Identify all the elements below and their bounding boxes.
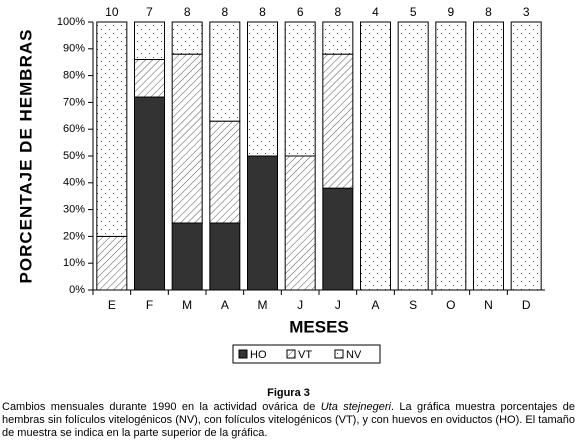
- sample-size: 8: [334, 5, 341, 19]
- y-tick-label: 10%: [63, 257, 85, 269]
- y-axis-title: PORCENTAJE DE HEMBRAS: [16, 29, 35, 284]
- bar-segment: [284, 21, 316, 157]
- bar-segment: [171, 21, 203, 55]
- bar-segment: [473, 21, 504, 291]
- x-tick-label: J: [335, 298, 341, 312]
- x-tick-label: M: [258, 298, 268, 312]
- sample-size: 9: [447, 5, 454, 19]
- x-tick-label: O: [446, 298, 455, 312]
- sample-size: 8: [259, 5, 266, 19]
- x-axis-title: MESES: [289, 317, 349, 336]
- bar-segment: [96, 235, 128, 291]
- x-tick-label: N: [484, 298, 493, 312]
- y-tick-label: 20%: [63, 230, 85, 242]
- x-tick-label: A: [371, 298, 379, 312]
- sample-size: 8: [485, 5, 492, 19]
- legend-swatch: [334, 349, 344, 359]
- x-tick-label: A: [221, 298, 229, 312]
- bar-segment: [247, 155, 278, 291]
- sample-size: 10: [105, 5, 119, 19]
- bar-segment: [209, 120, 241, 224]
- sample-size: 6: [297, 5, 304, 19]
- bar-segment: [209, 21, 241, 122]
- bar-segment: [134, 21, 165, 61]
- y-tick-label: 60%: [63, 123, 85, 135]
- y-tick-label: 80%: [63, 70, 85, 82]
- x-tick-label: M: [182, 298, 192, 312]
- bar-segment: [510, 21, 542, 291]
- bar-segment: [397, 21, 429, 291]
- bar-segment: [322, 187, 354, 291]
- sample-size: 5: [410, 5, 417, 19]
- y-tick-label: 0%: [69, 284, 85, 296]
- bar-segment: [284, 155, 316, 291]
- x-tick-label: J: [297, 298, 303, 312]
- bar-segment: [322, 53, 354, 189]
- chart: PORCENTAJE DE HEMBRAS MESES 0% 10% 20% 30% 4…: [16, 5, 545, 364]
- x-tick-label: D: [522, 298, 531, 312]
- bar-segment: [134, 59, 165, 98]
- y-tick-label: 50%: [63, 150, 85, 162]
- y-tick-label: 30%: [63, 204, 85, 216]
- x-tick-label: E: [108, 298, 116, 312]
- x-tick-label: S: [409, 298, 417, 312]
- sample-size: 8: [221, 5, 228, 19]
- caption-species: Uta stejnegeri: [320, 401, 391, 413]
- caption-label: Figura 3: [267, 387, 310, 399]
- legend-label: NV: [346, 349, 362, 361]
- caption-text-after: . La gráfica muestra porcentajes de hemb…: [2, 401, 575, 439]
- legend-label: HO: [250, 349, 267, 361]
- bar-segment: [171, 222, 203, 291]
- y-tick-label: 100%: [57, 16, 85, 28]
- sample-size: 4: [372, 5, 379, 19]
- bar-segment: [171, 53, 203, 224]
- sample-size: 3: [523, 5, 530, 19]
- y-tick-label: 40%: [63, 177, 85, 189]
- caption-text-before: Cambios mensuales durante 1990 en la act…: [2, 401, 321, 413]
- bar-segment: [247, 21, 278, 157]
- x-tick-label: F: [146, 298, 153, 312]
- sample-size: 7: [146, 5, 153, 19]
- legend-label: VT: [298, 349, 312, 361]
- sample-size: 8: [184, 5, 191, 19]
- legend-swatch: [238, 349, 248, 359]
- y-tick-label: 70%: [63, 96, 85, 108]
- legend-swatch: [286, 349, 296, 359]
- bar-segment: [96, 21, 128, 237]
- bar-segment: [435, 21, 467, 291]
- bar-segment: [360, 21, 391, 291]
- bar-segment: [322, 21, 354, 55]
- y-tick-label: 90%: [63, 43, 85, 55]
- bar-segment: [209, 222, 241, 291]
- bar-segment: [134, 96, 165, 291]
- caption-text: Cambios mensuales durante 1990 en la act…: [2, 401, 575, 440]
